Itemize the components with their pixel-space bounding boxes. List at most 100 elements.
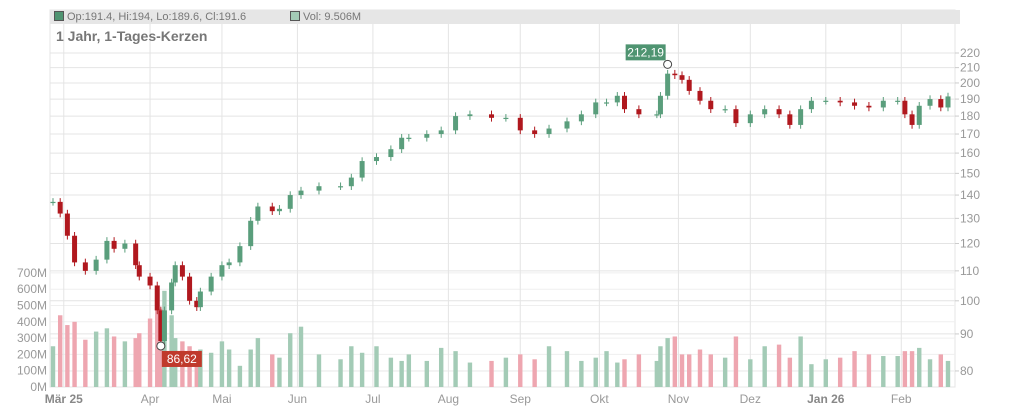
candle-body bbox=[438, 130, 444, 135]
candle-body bbox=[622, 95, 628, 110]
volume-bar bbox=[288, 333, 293, 387]
volume-bar bbox=[679, 354, 685, 387]
price-tick-label: 90 bbox=[960, 327, 974, 341]
volume-bar bbox=[503, 357, 509, 387]
candle-body bbox=[399, 137, 405, 150]
candle-body bbox=[604, 102, 610, 104]
candle-body bbox=[733, 109, 739, 124]
chart-title: 1 Jahr, 1-Tages-Kerzen bbox=[56, 28, 208, 44]
volume-bar bbox=[837, 357, 843, 387]
candle-body bbox=[489, 114, 495, 118]
volume-tick-label: 400M bbox=[17, 315, 47, 329]
price-tick-label: 110 bbox=[960, 264, 979, 278]
price-tick-label: 120 bbox=[960, 237, 980, 251]
candle-body bbox=[945, 96, 951, 108]
candle-body bbox=[808, 100, 814, 110]
volume-text: Vol: 9.506M bbox=[303, 11, 362, 23]
legend-bar: Op:191.4, Hi:194, Lo:189.6, Cl:191.6 Vol… bbox=[50, 10, 960, 24]
volume-bar bbox=[50, 346, 56, 387]
volume-tick-label: 0M bbox=[30, 380, 47, 394]
candle-body bbox=[237, 246, 243, 263]
x-tick-label: Jan 26 bbox=[807, 392, 845, 406]
volume-bar bbox=[881, 356, 886, 387]
x-tick-label: Mai bbox=[212, 392, 231, 406]
candle-body bbox=[424, 134, 430, 138]
volume-bar bbox=[546, 346, 552, 387]
volume-bar bbox=[298, 326, 304, 387]
volume-bar bbox=[270, 354, 275, 387]
volume-tick-label: 700M bbox=[17, 266, 47, 280]
candle-body bbox=[902, 100, 908, 115]
candle-body bbox=[373, 157, 379, 162]
candle-body bbox=[269, 206, 275, 212]
volume-bar bbox=[762, 346, 767, 387]
candle-body bbox=[564, 121, 570, 129]
volume-bar bbox=[316, 354, 322, 387]
candle-body bbox=[866, 105, 872, 108]
volume-bar bbox=[374, 346, 379, 387]
price-tick-label: 190 bbox=[960, 92, 980, 106]
candle-body bbox=[614, 95, 620, 103]
candle-body bbox=[104, 240, 110, 260]
volume-bar bbox=[787, 357, 793, 387]
volume-bar bbox=[733, 336, 739, 387]
candle-body bbox=[316, 186, 322, 191]
volume-bar bbox=[776, 344, 782, 387]
x-tick-label: Jun bbox=[288, 392, 307, 406]
candle-body bbox=[194, 300, 200, 308]
candle-body bbox=[909, 114, 915, 125]
x-tick-label: Aug bbox=[438, 392, 459, 406]
candle-body bbox=[208, 276, 214, 292]
candle-body bbox=[287, 195, 293, 209]
volume-bar bbox=[722, 357, 728, 387]
volume-bar bbox=[852, 351, 857, 387]
volume-bar bbox=[255, 338, 261, 387]
candle-body bbox=[578, 114, 584, 122]
x-tick-label: Mär 25 bbox=[45, 392, 83, 406]
volume-bar bbox=[518, 354, 523, 387]
candle-body bbox=[593, 102, 599, 115]
candle-body bbox=[348, 177, 354, 187]
volume-bar bbox=[226, 349, 232, 387]
candle-body bbox=[546, 128, 552, 135]
candle-body bbox=[708, 100, 714, 110]
candle-body bbox=[686, 79, 692, 91]
ohlc-swatch-icon bbox=[54, 11, 64, 21]
volume-tick-label: 500M bbox=[17, 299, 47, 313]
volume-bar bbox=[658, 346, 663, 387]
candle-body bbox=[169, 282, 175, 311]
candle-body bbox=[338, 186, 344, 188]
volume-bar bbox=[248, 349, 253, 387]
volume-bar bbox=[277, 357, 282, 387]
volume-bar bbox=[406, 354, 412, 387]
ohlc-legend: Op:191.4, Hi:194, Lo:189.6, Cl:191.6 bbox=[54, 10, 246, 24]
price-tick-label: 200 bbox=[960, 76, 980, 90]
price-tick-label: 150 bbox=[960, 166, 980, 180]
candle-body bbox=[776, 109, 782, 115]
candle-body bbox=[158, 310, 164, 341]
price-tick-label: 180 bbox=[960, 109, 980, 123]
volume-bar bbox=[237, 365, 243, 387]
candle-body bbox=[747, 114, 753, 124]
high-marker-icon bbox=[663, 59, 673, 69]
candle-body bbox=[722, 109, 728, 111]
candle-body bbox=[798, 109, 804, 125]
x-tick-label: Okt bbox=[590, 392, 609, 406]
candle-body bbox=[916, 105, 922, 125]
x-tick-label: Dez bbox=[740, 392, 761, 406]
volume-bar bbox=[489, 360, 494, 387]
price-tick-label: 210 bbox=[960, 61, 980, 75]
volume-bar bbox=[349, 346, 354, 387]
candle-body bbox=[453, 116, 459, 131]
volume-bar bbox=[438, 347, 444, 387]
volume-bar bbox=[809, 364, 814, 387]
plot-frame bbox=[49, 9, 956, 388]
candle-body bbox=[122, 243, 128, 249]
volume-bar bbox=[866, 354, 872, 387]
candle-body bbox=[197, 291, 203, 308]
volume-bar bbox=[219, 341, 225, 387]
price-tick-label: 160 bbox=[960, 146, 980, 160]
candle-body bbox=[179, 265, 185, 277]
volume-bar bbox=[945, 360, 951, 387]
